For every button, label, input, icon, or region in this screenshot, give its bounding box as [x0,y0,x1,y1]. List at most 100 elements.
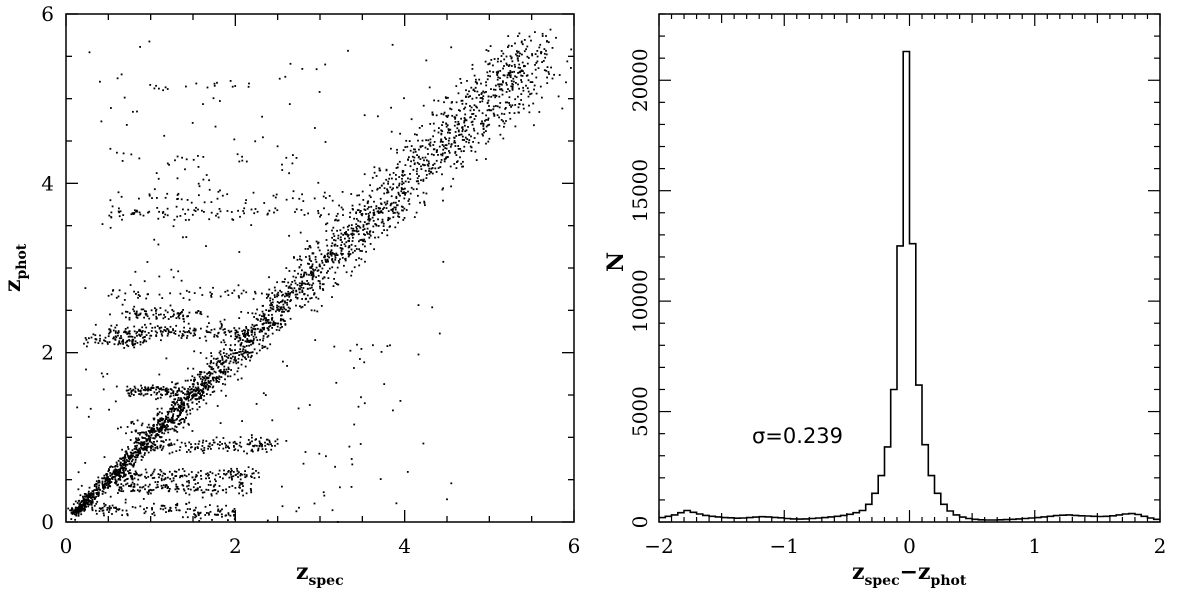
scatter-point [386,229,389,232]
scatter-point [308,245,311,248]
scatter-point [196,446,199,448]
scatter-point [116,77,119,80]
scatter-point [236,335,239,338]
scatter-point [312,282,315,285]
scatter-point [157,473,160,475]
scatter-point [175,426,178,428]
scatter-point [305,256,307,258]
scatter-point [126,344,128,347]
scatter-point [155,393,158,396]
scatter-point [531,54,534,57]
scatter-point [145,340,148,343]
scatter-point [250,356,252,359]
scatter-point [185,416,187,419]
scatter-point [427,153,429,155]
scatter-point [218,444,221,446]
scatter-point [332,226,335,229]
scatter-point [130,451,133,454]
scatter-point [159,444,162,447]
scatter-point [170,419,173,422]
scatter-point [131,481,134,484]
scatter-point [365,213,367,215]
scatter-point [215,381,218,383]
scatter-point [123,475,125,478]
scatter-point [82,507,85,510]
scatter-point [150,434,153,437]
scatter-point [132,308,135,311]
scatter-point [450,108,453,111]
scatter-point [344,259,347,262]
scatter-point [427,165,430,167]
scatter-point [189,327,191,330]
scatter-point [155,398,157,401]
scatter-point [140,446,142,449]
scatter-point [511,104,514,107]
scatter-point [148,426,151,429]
scatter-point [102,488,105,490]
scatter-point [270,448,273,451]
scatter-point [206,512,208,514]
scatter-point [308,255,311,257]
scatter-point [187,399,190,402]
scatter-point [253,331,256,334]
scatter-point [131,506,134,508]
scatter-point [124,474,127,477]
scatter-point [314,127,316,129]
scatter-point [237,357,240,360]
scatter-point [134,506,137,509]
scatter-point [493,113,496,116]
scatter-point [487,95,490,98]
scatter-point [271,317,273,320]
scatter-xtick-label: 6 [568,534,581,558]
scatter-point [95,485,98,488]
scatter-point [240,342,243,344]
scatter-point [493,58,496,60]
scatter-point [237,340,240,343]
scatter-point [147,493,150,495]
scatter-point [173,402,175,404]
scatter-point [505,55,508,58]
scatter-point [526,87,529,90]
scatter-point [327,213,330,216]
scatter-point [209,291,212,294]
scatter-point [205,477,207,480]
scatter-point [274,444,276,447]
scatter-point [234,356,237,358]
scatter-point [471,68,474,70]
scatter-point [373,166,376,169]
scatter-point [301,291,304,293]
scatter-point [516,51,519,54]
scatter-point [95,486,98,489]
scatter-point [318,265,321,267]
scatter-point [250,476,253,478]
scatter-point [441,130,444,132]
scatter-point [270,443,272,446]
scatter-point [185,85,187,88]
scatter-point [139,330,142,333]
scatter-point [74,506,77,509]
scatter-point [129,472,132,475]
scatter-point [155,486,158,489]
scatter-ylabel: zphot [0,243,30,292]
scatter-point [431,172,434,175]
scatter-point [296,293,299,296]
scatter-point [336,219,339,222]
scatter-point [254,290,256,293]
scatter-point [235,352,238,354]
scatter-point [238,351,240,353]
scatter-point [104,504,107,506]
scatter-point [418,127,421,129]
scatter-point [254,292,257,295]
scatter-point [119,463,122,466]
scatter-point [200,489,203,492]
scatter-point [133,394,135,396]
scatter-point [389,204,392,207]
scatter-point [438,145,441,148]
scatter-point [135,209,138,212]
scatter-point [188,394,190,397]
scatter-point [203,371,206,374]
scatter-point [276,325,279,328]
scatter-point [269,304,272,306]
scatter-point [237,333,240,336]
scatter-point [102,490,105,493]
